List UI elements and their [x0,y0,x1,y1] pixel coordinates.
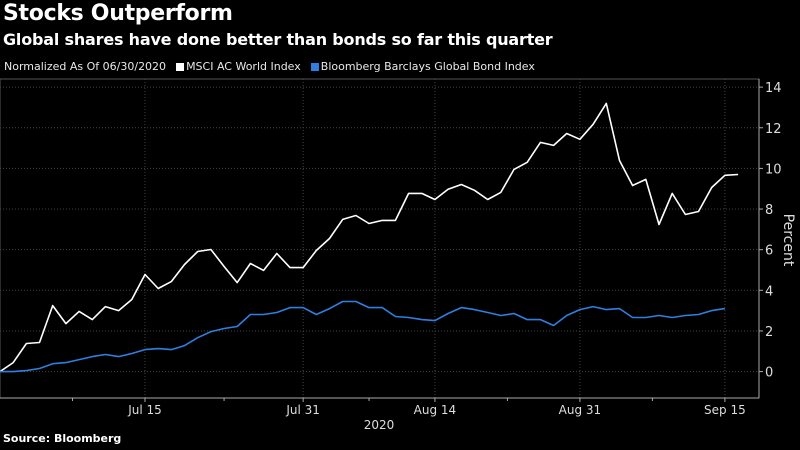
y-tick-label: 12 [765,122,782,137]
x-tick-label: Jul 15 [127,403,162,417]
x-axis-label: 2020 [364,418,395,432]
chart-title: Stocks Outperform [3,1,233,26]
legend-label-bond: Bloomberg Barclays Global Bond Index [320,60,535,73]
y-tick-label: 4 [765,284,773,299]
y-tick-label: 8 [765,203,773,218]
legend: Normalized As Of 06/30/2020 MSCI AC Worl… [4,60,535,73]
x-tick-label: Aug 14 [414,403,457,417]
legend-label-msci: MSCI AC World Index [186,60,301,73]
y-tick-label: 14 [765,81,782,96]
x-tick-label: Aug 31 [559,403,602,417]
x-tick-label: Jul 31 [285,403,320,417]
y-tick-label: 6 [765,244,773,259]
x-tick-label: Sep 15 [704,403,746,417]
y-axis-label: Percent [780,214,796,267]
y-tick-label: 0 [765,366,773,381]
plot-border [0,78,760,399]
series-line-msci [0,102,739,373]
legend-note: Normalized As Of 06/30/2020 [4,60,167,73]
series-line-bond [0,300,726,373]
source-note: Source: Bloomberg [3,432,122,445]
y-tick-label: 2 [765,325,773,340]
legend-swatch-msci [176,62,185,71]
chart-subtitle: Global shares have done better than bond… [3,30,553,49]
legend-swatch-bond [310,62,319,71]
y-tick-label: 10 [765,162,782,177]
